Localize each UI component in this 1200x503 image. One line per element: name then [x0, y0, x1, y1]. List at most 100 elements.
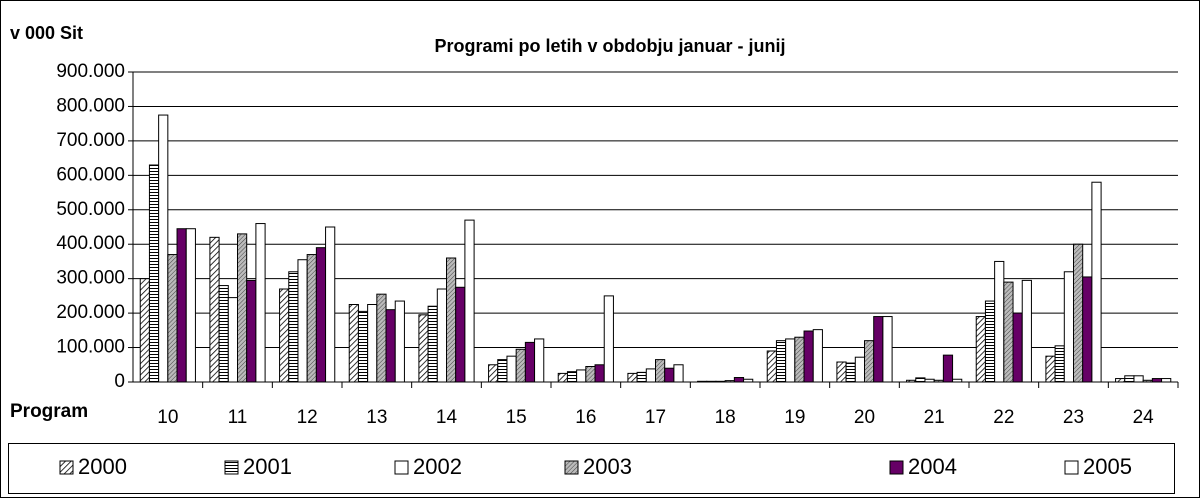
legend-swatch	[394, 460, 409, 475]
legend-swatch	[59, 460, 74, 475]
x-axis-label: Program	[10, 401, 88, 422]
bar	[139, 278, 150, 383]
x-tick-label: 14	[436, 407, 458, 428]
bar	[497, 359, 508, 383]
bar	[237, 233, 248, 383]
bar	[246, 279, 257, 383]
bar	[1012, 312, 1023, 383]
legend-swatch	[224, 460, 239, 475]
x-tick-label: 13	[366, 407, 387, 428]
bar	[566, 371, 578, 383]
bar	[1124, 375, 1135, 383]
x-tick-label: 10	[157, 407, 178, 428]
bar	[218, 285, 229, 383]
bar	[148, 164, 160, 383]
legend-swatch	[1064, 460, 1079, 475]
bar	[803, 330, 814, 383]
bar	[418, 314, 429, 383]
y-tick-label: 300.000	[56, 268, 125, 289]
bar	[845, 362, 856, 383]
legend-swatch	[889, 460, 904, 475]
bar	[394, 300, 405, 383]
y-axis-label: v 000 Sit	[10, 23, 83, 43]
bar	[873, 316, 884, 383]
legend-label: 2002	[413, 454, 462, 479]
legend-label: 2000	[78, 454, 127, 479]
bar	[715, 380, 726, 383]
x-tick-label: 22	[993, 407, 1014, 428]
bar	[697, 380, 708, 383]
y-tick-label: 100.000	[56, 337, 125, 358]
bar	[506, 355, 517, 383]
bar	[785, 338, 796, 383]
bar	[645, 368, 656, 383]
bar	[1082, 276, 1093, 383]
bar	[594, 364, 605, 383]
x-tick-label: 16	[575, 407, 596, 428]
x-tick-label: 23	[1063, 407, 1084, 428]
bar	[385, 309, 396, 383]
bar	[942, 354, 954, 383]
bar	[1063, 271, 1075, 383]
bar	[924, 378, 935, 383]
bar	[915, 377, 926, 383]
bar	[627, 372, 638, 383]
bar	[1133, 375, 1144, 383]
bar	[1151, 378, 1163, 383]
y-tick-label: 900.000	[56, 61, 125, 82]
bar	[1091, 181, 1102, 383]
bar	[655, 359, 666, 383]
bar	[367, 304, 378, 383]
y-tick-label: 400.000	[56, 233, 125, 254]
bar	[185, 228, 196, 383]
y-tick-label: 600.000	[56, 164, 125, 185]
bar	[775, 340, 787, 383]
bar	[255, 223, 266, 383]
bar	[534, 338, 545, 383]
bar	[994, 260, 1005, 383]
x-tick-label: 24	[1133, 407, 1155, 428]
bar	[585, 366, 596, 383]
bar	[348, 304, 359, 383]
y-tick-label: 800.000	[56, 95, 125, 116]
bar	[455, 286, 466, 383]
chart-title: Programi po letih v obdobju januar - jun…	[434, 36, 785, 56]
y-tick-label: 700.000	[56, 130, 125, 151]
legend-label: 2001	[243, 454, 292, 479]
bar	[357, 310, 369, 383]
x-tick-label: 18	[715, 407, 736, 428]
bar	[376, 293, 387, 383]
bar	[673, 364, 684, 383]
bar	[1161, 378, 1172, 383]
legend-label: 2004	[908, 454, 957, 479]
bar	[227, 297, 239, 383]
bar	[167, 254, 178, 383]
bar	[1021, 279, 1032, 383]
bar	[306, 254, 317, 383]
y-tick-label: 200.000	[56, 302, 125, 323]
x-tick-label: 12	[297, 407, 318, 428]
bar	[724, 380, 735, 383]
bar	[279, 288, 290, 383]
bar	[836, 361, 847, 383]
x-tick-label: 15	[506, 407, 527, 428]
bar	[636, 371, 647, 383]
bar	[524, 341, 536, 383]
bar	[209, 236, 220, 383]
bar	[1003, 281, 1014, 383]
bar	[706, 380, 717, 383]
bar	[515, 348, 526, 383]
bar	[882, 316, 893, 383]
x-tick-label: 17	[645, 407, 666, 428]
x-tick-label: 11	[228, 407, 248, 428]
bar	[906, 379, 917, 383]
bar	[603, 295, 614, 383]
bar	[176, 228, 187, 383]
bar	[297, 259, 308, 383]
bar	[427, 305, 438, 383]
bar	[1115, 378, 1126, 383]
bar	[464, 219, 475, 383]
bar	[743, 378, 754, 383]
x-tick-label: 19	[784, 407, 805, 428]
